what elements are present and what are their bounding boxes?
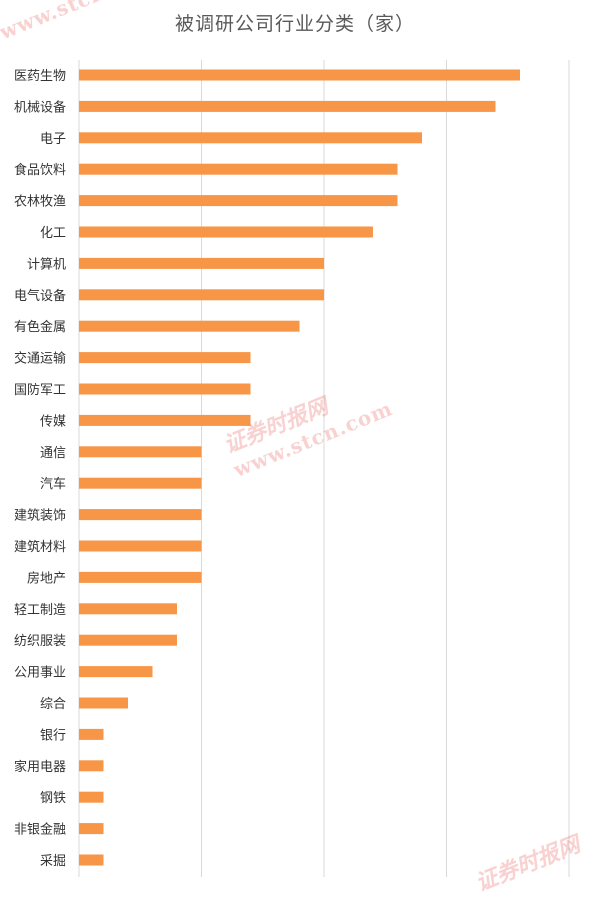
bar-18 (79, 634, 177, 646)
bar-6 (79, 257, 324, 269)
category-label-1: 机械设备 (14, 99, 66, 115)
bar-9 (79, 352, 251, 364)
bar-7 (79, 289, 324, 301)
category-label-20: 综合 (40, 697, 66, 712)
category-label-11: 传媒 (40, 414, 66, 429)
category-label-13: 汽车 (40, 476, 66, 492)
category-label-12: 通信 (40, 446, 66, 461)
category-label-19: 公用事业 (14, 666, 66, 681)
category-label-9: 交通运输 (14, 351, 66, 367)
category-label-0: 医药生物 (14, 69, 66, 84)
bar-4 (79, 195, 398, 207)
category-label-25: 采掘 (40, 854, 66, 869)
bar-14 (79, 509, 202, 521)
bar-12 (79, 446, 202, 458)
category-label-16: 房地产 (27, 570, 66, 586)
category-label-2: 电子 (40, 132, 66, 147)
bar-16 (79, 571, 202, 583)
bar-13 (79, 477, 202, 489)
bar-10 (79, 383, 251, 395)
bar-2 (79, 132, 422, 144)
bar-17 (79, 603, 177, 615)
bar-24 (79, 823, 104, 835)
bar-23 (79, 791, 104, 803)
bar-5 (79, 226, 373, 238)
bar-0 (79, 69, 520, 81)
category-label-10: 国防军工 (14, 382, 66, 398)
bar-21 (79, 728, 104, 740)
category-label-21: 银行 (40, 728, 66, 743)
bar-15 (79, 540, 202, 552)
category-label-8: 有色金属 (14, 319, 66, 335)
category-label-15: 建筑材料 (14, 539, 66, 555)
bar-chart: 医药生物机械设备电子食品饮料农林牧渔化工计算机电气设备有色金属交通运输国防军工传… (14, 60, 570, 877)
category-label-14: 建筑装饰 (14, 508, 66, 524)
bar-22 (79, 760, 104, 772)
bar-3 (79, 163, 398, 175)
category-label-17: 轻工制造 (14, 603, 66, 618)
category-label-5: 化工 (40, 226, 66, 241)
bar-11 (79, 414, 251, 426)
bar-20 (79, 697, 128, 709)
category-label-7: 电气设备 (14, 288, 66, 304)
bar-19 (79, 666, 153, 678)
bar-25 (79, 854, 104, 866)
category-label-22: 家用电器 (14, 759, 66, 775)
category-label-24: 非银金融 (14, 822, 66, 838)
bar-1 (79, 100, 496, 112)
chart-title: 被调研公司行业分类（家） (174, 13, 415, 35)
category-label-23: 钢铁 (40, 791, 66, 806)
category-label-4: 农林牧渔 (14, 195, 66, 210)
category-label-3: 食品饮料 (14, 162, 66, 178)
category-label-6: 计算机 (27, 257, 66, 272)
category-label-18: 纺织服装 (14, 634, 66, 649)
bar-8 (79, 320, 300, 332)
